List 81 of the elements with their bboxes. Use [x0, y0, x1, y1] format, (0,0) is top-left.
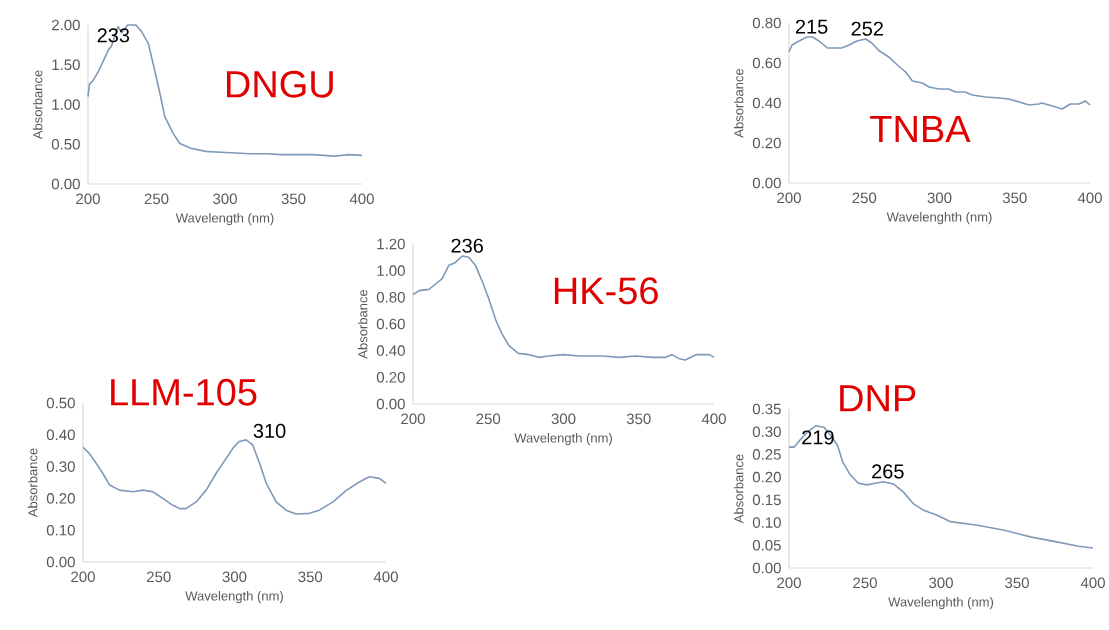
x-tick-label: 250	[852, 192, 877, 204]
annotation: 219	[802, 430, 834, 445]
x-tick-label: 300	[551, 413, 576, 425]
y-tick-label: 0.20	[752, 471, 781, 483]
y-tick-label: 0.40	[46, 429, 75, 441]
x-tick-label: 350	[298, 571, 323, 583]
y-tick-label: 1.50	[52, 59, 80, 71]
y-tick-label: 0.25	[752, 449, 781, 460]
y-tick-label: 0.30	[752, 426, 781, 438]
x-axis-title: Wavelenghth (nm)	[888, 597, 994, 610]
text: TNBA	[870, 115, 971, 143]
y-tick-label: 0.40	[376, 345, 405, 356]
y-axis-title: Absorbance	[27, 448, 38, 518]
x-tick-label: 300	[222, 571, 247, 583]
x-tick-label: 400	[1077, 192, 1102, 204]
x-axis-title: Wavelength (nm)	[185, 591, 283, 604]
y-tick-label: 0.60	[752, 57, 781, 69]
y-tick-label: 0.10	[752, 517, 781, 528]
x-tick-label: 400	[701, 413, 726, 425]
y-tick-label: 0.00	[752, 177, 781, 189]
annotation: 236	[451, 238, 483, 253]
x-tick-label: 350	[1005, 577, 1029, 589]
y-axis-title: Absorbance	[733, 68, 744, 138]
x-axis-title: Wavelenghth (nm)	[886, 212, 992, 225]
y-tick-label: 0.30	[46, 461, 75, 472]
line-series	[788, 425, 1094, 549]
y-tick-label: 0.00	[752, 562, 781, 574]
y-tick-label: 1.20	[377, 238, 405, 250]
annotation: 310	[253, 423, 286, 438]
y-tick-label: 0.20	[46, 493, 75, 504]
y-tick-label: 0.50	[46, 397, 75, 409]
x-tick-label: 400	[1080, 577, 1105, 589]
y-tick-label: 0.20	[376, 372, 405, 383]
y-tick-label: 0.05	[752, 539, 781, 551]
line-series	[412, 255, 715, 361]
x-tick-label: 250	[476, 413, 501, 425]
y-tick-label: 0.35	[752, 403, 781, 415]
x-tick-label: 250	[853, 577, 877, 589]
y-tick-label: 1.00	[377, 265, 405, 276]
annotation: 233	[97, 28, 130, 43]
y-axis-title: Absorbance	[357, 289, 368, 359]
chart-title: DNP	[840, 385, 916, 412]
text: DNGU	[226, 70, 333, 98]
annotation: 215	[795, 19, 828, 34]
x-tick-label: 250	[146, 571, 171, 583]
annotation: 252	[851, 21, 883, 36]
x-tick-label: 200	[777, 577, 801, 589]
x-tick-label: 350	[281, 193, 306, 205]
y-tick-label: 0.50	[51, 138, 80, 150]
y-tick-label: 0.15	[752, 494, 781, 506]
y-tick-label: 0.40	[752, 97, 781, 109]
x-tick-label: 200	[76, 193, 100, 205]
x-axis-title: Wavelength (nm)	[514, 433, 612, 446]
y-axis-title: Absorbance	[733, 454, 744, 524]
x-tick-label: 250	[144, 193, 169, 205]
x-tick-label: 300	[213, 193, 237, 205]
y-tick-label: 0.80	[752, 17, 781, 29]
x-tick-label: 350	[1002, 192, 1027, 204]
y-tick-label: 0.10	[46, 524, 75, 536]
x-tick-label: 300	[929, 577, 953, 589]
x-tick-label: 200	[401, 413, 425, 425]
y-tick-label: 0.60	[376, 318, 405, 330]
chart-title: LLM-105	[111, 378, 257, 406]
y-tick-label: 0.00	[376, 398, 405, 410]
y-axis-title: Absorbance	[32, 70, 43, 140]
x-tick-label: 200	[777, 192, 801, 204]
y-tick-label: 1.00	[52, 99, 80, 110]
annotation: 265	[872, 464, 904, 479]
x-tick-label: 400	[349, 193, 374, 205]
x-tick-label: 200	[71, 571, 95, 583]
x-axis-title: Wavelength (nm)	[175, 213, 274, 226]
y-tick-label: 0.00	[46, 556, 75, 568]
y-tick-label: 0.00	[51, 178, 80, 190]
y-tick-label: 0.80	[376, 292, 405, 303]
x-tick-label: 350	[626, 413, 651, 425]
x-tick-label: 300	[927, 192, 952, 204]
y-tick-label: 0.20	[752, 137, 781, 149]
line-series	[82, 439, 387, 515]
text: HK-56	[554, 277, 658, 305]
x-tick-label: 400	[373, 571, 398, 583]
y-tick-label: 2.00	[52, 19, 80, 31]
